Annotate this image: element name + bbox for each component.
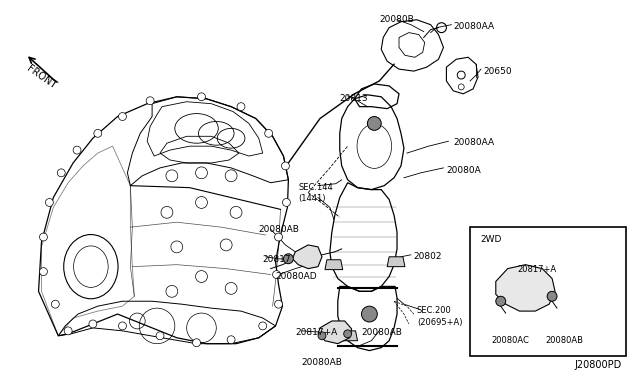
Circle shape [94,129,102,137]
Circle shape [40,233,47,241]
Text: 20080AD: 20080AD [276,272,317,280]
Text: 20080AB: 20080AB [301,357,342,366]
Circle shape [496,296,506,306]
Text: 20650: 20650 [483,67,511,76]
Polygon shape [325,260,342,270]
Text: 20080AA: 20080AA [453,138,495,147]
Circle shape [547,291,557,301]
Text: 20080AA: 20080AA [453,22,495,31]
Polygon shape [340,331,358,341]
Text: 20080A: 20080A [447,166,481,175]
Circle shape [73,146,81,154]
Circle shape [156,332,164,340]
Text: 2WD: 2WD [480,235,501,244]
Circle shape [362,306,378,322]
Text: 20080AB: 20080AB [259,225,300,234]
Circle shape [118,322,127,330]
Text: 20802: 20802 [414,252,442,261]
Circle shape [282,162,289,170]
Text: FRONT: FRONT [25,64,58,91]
Text: 20080AB: 20080AB [545,336,583,345]
Circle shape [51,300,60,308]
Text: SEC.144: SEC.144 [298,183,333,192]
Circle shape [237,103,245,110]
Circle shape [259,322,267,330]
Circle shape [344,330,351,338]
Text: 20813: 20813 [340,94,369,103]
Circle shape [275,300,282,308]
Text: SEC.200: SEC.200 [417,306,452,315]
Circle shape [275,233,282,241]
Circle shape [282,199,291,206]
Circle shape [284,254,293,264]
Text: 20080B: 20080B [380,15,414,24]
Text: (20695+A): (20695+A) [417,318,462,327]
Circle shape [45,199,53,206]
Circle shape [193,339,200,347]
Circle shape [265,129,273,137]
Text: 20080AC: 20080AC [492,336,530,345]
Circle shape [89,320,97,328]
Circle shape [273,270,280,279]
Circle shape [58,169,65,177]
Polygon shape [496,265,555,311]
Text: 20817+A: 20817+A [518,265,557,274]
Text: 20817+A: 20817+A [295,328,337,337]
Text: (1441): (1441) [298,193,326,203]
Text: J20800PD: J20800PD [574,360,621,371]
Circle shape [227,336,235,344]
Circle shape [64,327,72,335]
Polygon shape [387,257,405,267]
Text: 20080AB: 20080AB [362,328,403,337]
Polygon shape [292,245,322,269]
Circle shape [118,113,127,121]
Circle shape [146,97,154,105]
Bar [470,227,626,356]
Text: 20817: 20817 [262,255,291,264]
Polygon shape [318,321,351,344]
Circle shape [318,332,326,340]
Circle shape [367,116,381,130]
Circle shape [40,267,47,276]
Circle shape [198,93,205,101]
